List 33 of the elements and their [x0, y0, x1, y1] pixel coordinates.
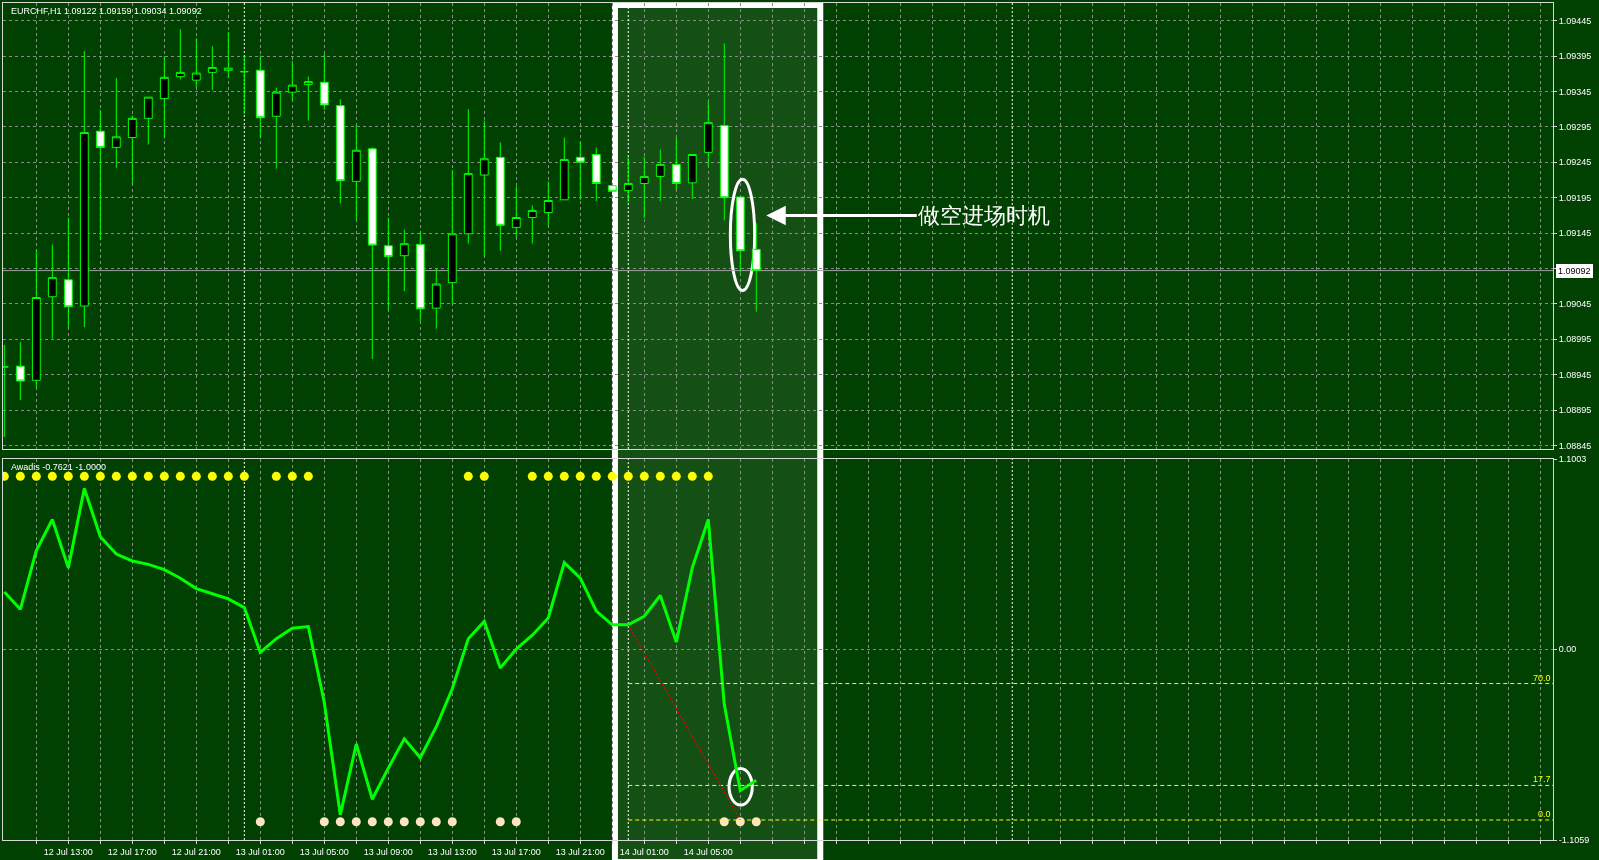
chart-title: EURCHF,H1 1.09122 1.09159 1.09034 1.09092: [11, 6, 202, 16]
y-tick-label: 1.08845: [1558, 440, 1592, 451]
x-tick-label: 13 Jul 05:00: [299, 846, 349, 857]
y-tick-label: 0.00: [1558, 644, 1577, 655]
y-tick-label: 1.09295: [1558, 122, 1592, 133]
y-tick-label: 1.09395: [1558, 51, 1592, 62]
x-tick-label: 13 Jul 13:00: [427, 846, 477, 857]
x-tick-label: 14 Jul 05:00: [683, 846, 733, 857]
y-tick-label: -1.1059: [1558, 835, 1590, 846]
chart-title: Awadis -0.7621 -1.0000: [11, 462, 106, 472]
x-tick-label: 12 Jul 13:00: [43, 846, 93, 857]
series-label: 0.0: [1538, 809, 1551, 819]
y-tick-label: 1.1003: [1558, 454, 1587, 465]
y-tick-label: 1.08895: [1558, 405, 1592, 416]
y-tick-label: 1.09245: [1558, 157, 1592, 168]
x-tick-label: 12 Jul 21:00: [171, 846, 221, 857]
annotation: 做空进场时机: [918, 203, 1050, 228]
series-label: 70.0: [1533, 673, 1551, 683]
x-tick-label: 13 Jul 21:00: [555, 846, 605, 857]
y-tick-label: 1.09045: [1558, 299, 1592, 310]
y-tick-label: 1.09345: [1558, 86, 1592, 97]
y-tick-label: 1.09445: [1558, 15, 1592, 26]
y-tick-label: 1.08995: [1558, 334, 1592, 345]
series-label: 17.7: [1533, 774, 1551, 784]
x-tick-label: 13 Jul 17:00: [491, 846, 541, 857]
y-tick-label: 1.09195: [1558, 192, 1592, 203]
y-tick-label: 1.08945: [1558, 369, 1592, 380]
ref-line-label: 1.09092: [1558, 266, 1591, 276]
y-tick-label: 1.09145: [1558, 228, 1592, 239]
x-tick-label: 13 Jul 01:00: [235, 846, 285, 857]
x-tick-label: 12 Jul 17:00: [107, 846, 157, 857]
x-tick-label: 13 Jul 09:00: [363, 846, 413, 857]
x-tick-label: 14 Jul 01:00: [619, 846, 669, 857]
